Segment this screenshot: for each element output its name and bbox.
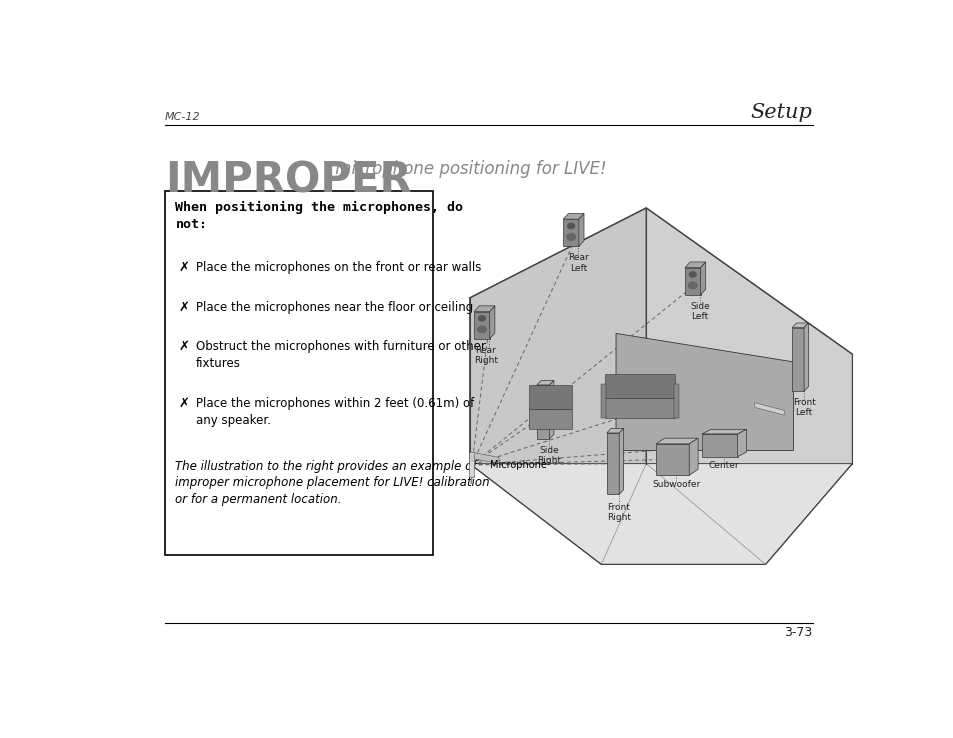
Text: Rear
Right: Rear Right — [473, 345, 497, 365]
Text: Center: Center — [707, 461, 739, 470]
Polygon shape — [700, 262, 705, 295]
Bar — [600, 384, 605, 418]
Bar — [604, 374, 675, 399]
Text: ✗: ✗ — [178, 397, 190, 410]
Polygon shape — [562, 213, 583, 219]
Polygon shape — [656, 438, 698, 444]
Bar — [656, 444, 688, 475]
Text: 3-73: 3-73 — [783, 626, 812, 638]
Text: Place the microphones within 2 feet (0.61m) of
any speaker.: Place the microphones within 2 feet (0.6… — [196, 397, 474, 427]
Bar — [684, 268, 700, 295]
Polygon shape — [489, 306, 495, 339]
Polygon shape — [474, 306, 495, 311]
Text: Setup: Setup — [750, 103, 812, 122]
Bar — [474, 311, 489, 339]
Text: Front
Left: Front Left — [792, 398, 815, 418]
Polygon shape — [606, 429, 623, 433]
Circle shape — [478, 316, 485, 321]
Text: IMPROPER: IMPROPER — [165, 159, 412, 201]
Text: When positioning the microphones, do
not:: When positioning the microphones, do not… — [175, 201, 463, 231]
FancyBboxPatch shape — [165, 191, 433, 554]
Text: Subwoofer: Subwoofer — [652, 480, 700, 489]
Text: Obstruct the microphones with furniture or other
fixtures: Obstruct the microphones with furniture … — [196, 340, 485, 370]
Polygon shape — [645, 208, 852, 463]
Polygon shape — [469, 208, 645, 463]
Text: Side
Right: Side Right — [537, 446, 560, 465]
Polygon shape — [549, 380, 554, 439]
Text: The illustration to the right provides an example of
improper microphone placeme: The illustration to the right provides a… — [175, 460, 490, 506]
Bar — [674, 384, 679, 418]
Circle shape — [688, 282, 697, 289]
Bar — [606, 433, 618, 494]
Polygon shape — [688, 438, 698, 475]
Polygon shape — [803, 323, 807, 391]
Polygon shape — [469, 463, 852, 565]
Bar — [604, 399, 675, 418]
Text: ✗: ✗ — [178, 340, 190, 354]
Polygon shape — [737, 430, 745, 457]
Polygon shape — [578, 213, 583, 246]
Polygon shape — [618, 429, 623, 494]
Polygon shape — [470, 452, 498, 463]
Text: Place the microphones on the front or rear walls: Place the microphones on the front or re… — [196, 261, 481, 274]
Bar — [528, 409, 571, 429]
Polygon shape — [754, 403, 783, 415]
Text: Place the microphones near the floor or ceiling: Place the microphones near the floor or … — [196, 300, 473, 314]
Circle shape — [567, 224, 574, 229]
Circle shape — [566, 233, 575, 240]
Polygon shape — [701, 430, 745, 434]
Polygon shape — [791, 323, 807, 328]
Text: MC-12: MC-12 — [165, 111, 200, 122]
Text: Microphone: Microphone — [490, 460, 547, 470]
Polygon shape — [684, 262, 705, 268]
Text: ✗: ✗ — [178, 300, 190, 314]
Circle shape — [689, 272, 696, 277]
Bar — [791, 328, 803, 391]
Circle shape — [477, 326, 486, 333]
Polygon shape — [616, 334, 793, 450]
Polygon shape — [537, 380, 554, 385]
Text: Side
Left: Side Left — [690, 302, 709, 321]
Text: Front
Right: Front Right — [606, 503, 630, 523]
Bar — [537, 385, 549, 439]
Bar — [562, 219, 578, 246]
Text: ✗: ✗ — [178, 261, 190, 274]
Text: microphone positioning for LIVE!: microphone positioning for LIVE! — [330, 159, 606, 178]
Text: Rear
Left: Rear Left — [567, 253, 588, 272]
Bar — [701, 434, 737, 457]
Bar — [528, 385, 571, 409]
Bar — [469, 452, 474, 477]
